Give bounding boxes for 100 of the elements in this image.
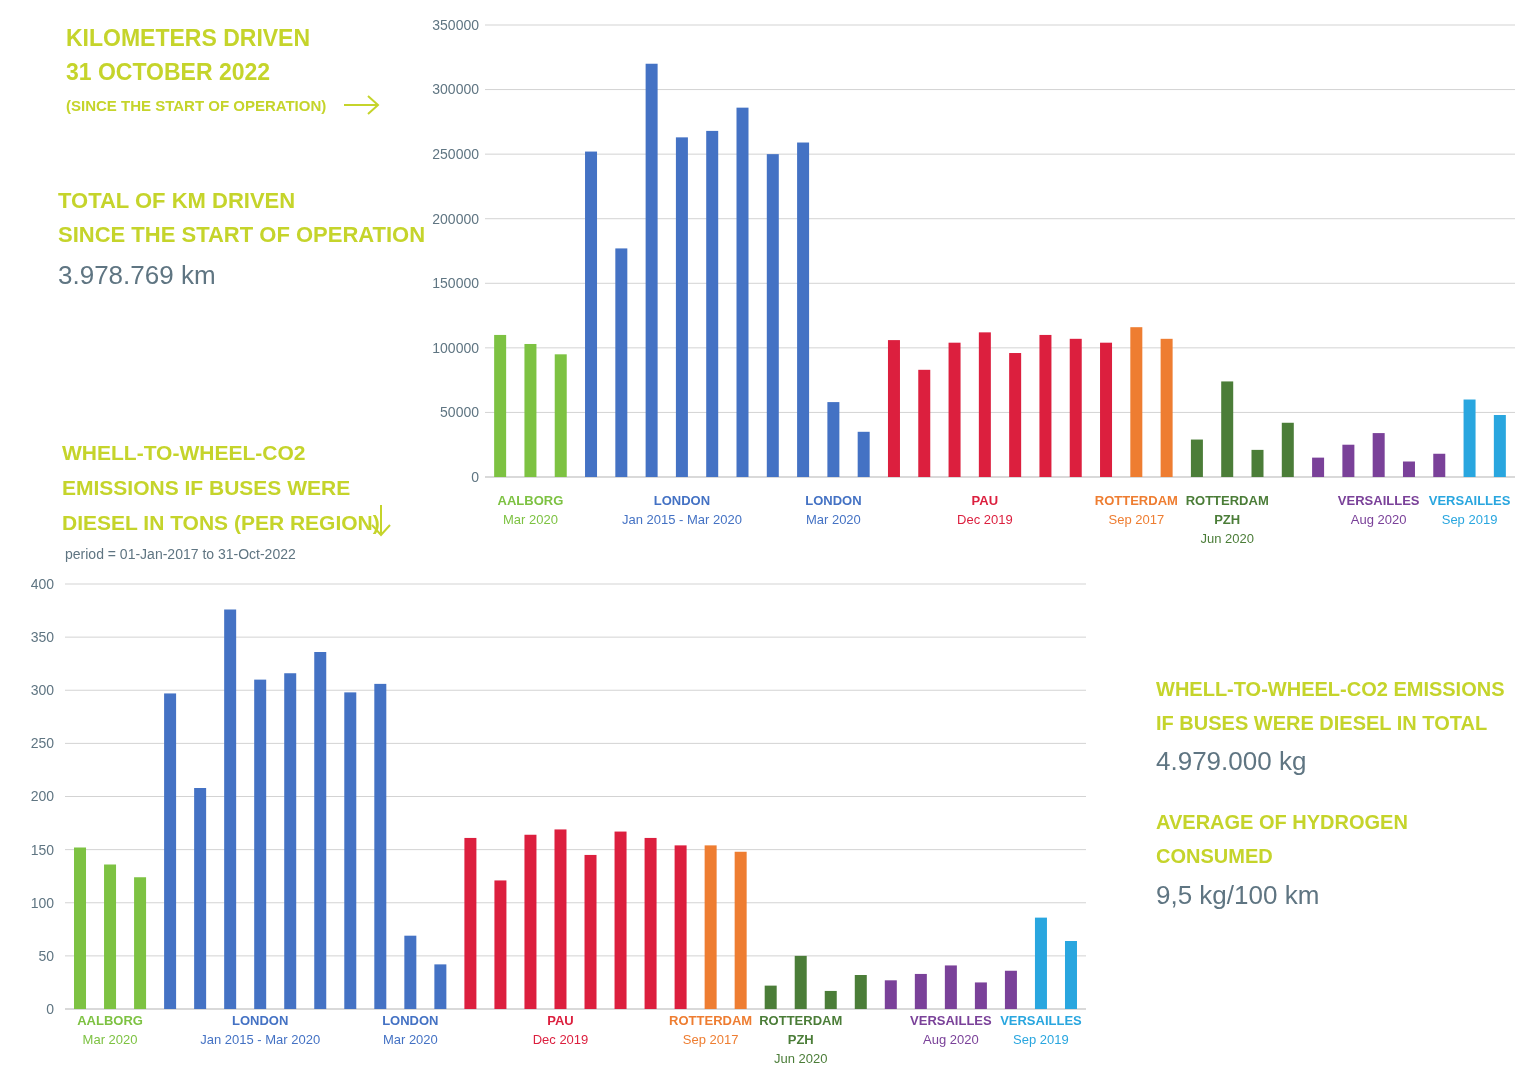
x-tick-label: ROTTERDAM Sep 2017	[669, 1013, 753, 1047]
bar	[1190, 439, 1203, 477]
chart-title: WHELL-TO-WHEEL-CO2 EMISSIONS IF BUSES WERE DIESEL IN TONS (PER REGION)	[62, 441, 380, 534]
bar	[554, 829, 567, 1009]
y-tick-label: 250000	[432, 146, 480, 163]
x-tick-label: VERSAILLES Aug 2020	[1337, 493, 1420, 527]
text: (SINCE THE START OF OPERATION)	[66, 97, 327, 114]
x-tick-label: LONDON Jan 2015 - Mar 2020	[621, 493, 742, 527]
bar	[706, 130, 719, 477]
bar	[674, 845, 687, 1009]
bar	[1034, 917, 1047, 1009]
bar	[1493, 415, 1506, 477]
y-tick-label: 400	[30, 575, 55, 592]
y-tick-label: 50	[38, 947, 55, 964]
bar	[494, 334, 507, 477]
bar	[404, 935, 417, 1009]
bar	[675, 137, 688, 477]
x-tick-label: PAU Dec 2019	[532, 1013, 589, 1047]
y-tick-label: 250	[30, 735, 55, 752]
bar	[644, 837, 657, 1009]
bar	[1039, 334, 1052, 477]
text: TOTAL OF KM DRIVEN SINCE THE START OF OPERATION	[58, 188, 426, 247]
bar	[766, 154, 779, 477]
bar	[978, 332, 991, 477]
bar	[1372, 433, 1385, 477]
y-tick-label: 100	[30, 894, 55, 911]
bar	[584, 854, 597, 1009]
y-tick-label: 0	[46, 1000, 55, 1017]
bar	[1069, 338, 1082, 477]
x-tick-label: PAU Dec 2019	[957, 493, 1013, 527]
text: 9,5 kg/100 km	[1156, 880, 1320, 910]
bar	[1433, 453, 1446, 477]
y-tick-label: 200	[30, 788, 55, 805]
bar	[827, 402, 840, 477]
x-tick-label: AALBORG Mar 2020	[77, 1013, 143, 1047]
bar	[194, 788, 207, 1009]
bar	[797, 142, 810, 477]
text: KILOMETERS DRIVEN 31 OCTOBER 2022	[66, 25, 311, 85]
y-tick-label: 100000	[432, 339, 480, 356]
bar	[254, 679, 267, 1009]
y-tick-label: 350000	[432, 16, 480, 33]
bar	[585, 151, 598, 477]
bar	[1160, 338, 1173, 477]
bar	[736, 107, 749, 477]
bar	[1342, 444, 1355, 477]
bar	[554, 354, 567, 477]
y-tick-label: 300000	[432, 81, 480, 98]
bar	[314, 652, 327, 1009]
bar	[134, 877, 147, 1009]
bar	[764, 985, 777, 1009]
bar	[1130, 327, 1143, 477]
bar	[464, 837, 477, 1009]
bar	[344, 692, 357, 1009]
bar	[854, 975, 867, 1009]
bar	[434, 964, 447, 1009]
x-tick-label: AALBORG Mar 2020	[497, 493, 564, 527]
bar	[615, 248, 628, 477]
bar	[104, 864, 117, 1009]
bar	[948, 342, 961, 477]
bar	[524, 834, 537, 1009]
y-tick-label: 200000	[432, 210, 480, 227]
bar	[614, 831, 627, 1009]
bar	[1004, 970, 1017, 1009]
bar	[224, 609, 237, 1009]
y-tick-label: 350	[30, 629, 55, 646]
x-tick-label: LONDON Mar 2020	[805, 493, 862, 527]
x-tick-label: LONDON Mar 2020	[382, 1013, 439, 1047]
bar	[794, 955, 807, 1009]
y-tick-label: 0	[471, 468, 480, 485]
bar	[944, 965, 957, 1009]
y-tick-label: 150000	[432, 275, 480, 292]
bar	[1221, 381, 1234, 477]
x-tick-label: ROTTERDAM Sep 2017	[1094, 493, 1178, 527]
x-tick-label: ROTTERDAM PZH Jun 2020	[1185, 493, 1269, 546]
bar	[1402, 461, 1415, 477]
bar	[284, 673, 297, 1009]
bar	[1251, 449, 1264, 477]
bar	[374, 683, 387, 1009]
bar	[1281, 422, 1294, 477]
y-tick-label: 300	[30, 682, 55, 699]
bar	[884, 980, 897, 1009]
text: 4.979.000 kg	[1156, 746, 1307, 776]
bar	[1312, 457, 1325, 477]
bar	[164, 693, 177, 1009]
bar	[704, 845, 717, 1009]
bar	[887, 340, 900, 477]
y-tick-label: 50000	[440, 404, 480, 421]
bar	[74, 847, 87, 1009]
text: 3.978.769 km	[58, 260, 216, 290]
x-tick-label: ROTTERDAM PZH Jun 2020	[759, 1013, 843, 1066]
x-tick-label: LONDON Jan 2015 - Mar 2020	[200, 1013, 321, 1047]
bar	[918, 369, 931, 477]
text: AVERAGE OF HYDROGEN CONSUMED	[1156, 811, 1408, 867]
bar	[1100, 342, 1113, 477]
bar	[1463, 399, 1476, 477]
x-tick-label: VERSAILLES Sep 2019	[1428, 493, 1511, 527]
x-tick-label: VERSAILLES Aug 2020	[910, 1013, 993, 1047]
bar	[524, 343, 537, 477]
bar	[734, 851, 747, 1009]
bar	[824, 990, 837, 1009]
